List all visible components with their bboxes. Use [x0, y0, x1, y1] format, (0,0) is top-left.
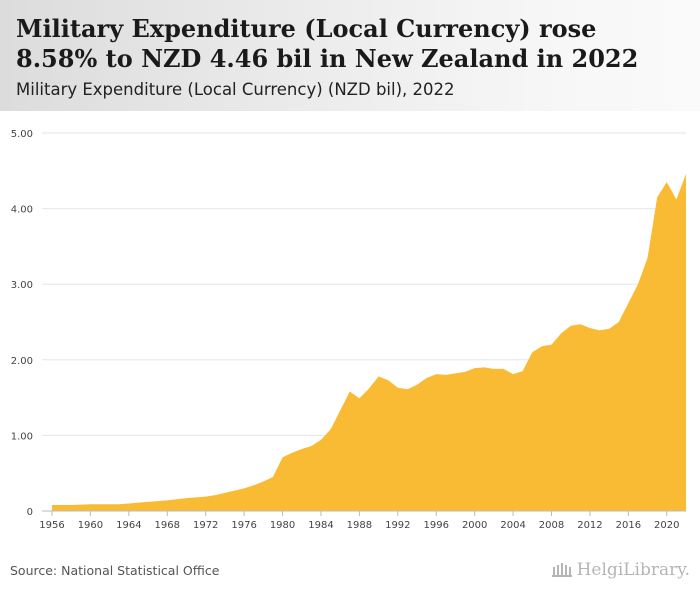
x-tick-label: 1968 [155, 520, 180, 531]
y-tick-label: 2.00 [11, 356, 33, 367]
page-title: Military Expenditure (Local Currency) ro… [16, 14, 639, 73]
x-tick-label: 2000 [462, 520, 487, 531]
y-tick-label: 0 [27, 507, 33, 518]
area-series [51, 173, 687, 511]
area-fill [52, 173, 686, 511]
x-tick-label: 1984 [308, 520, 333, 531]
helgilibrary-logo[interactable]: HelgiLibrary. [551, 560, 690, 580]
x-tick-label: 1956 [39, 520, 64, 531]
x-tick-label: 1980 [270, 520, 295, 531]
x-tick-label: 1960 [78, 520, 103, 531]
y-tick-label: 3.00 [11, 280, 33, 291]
chart-subtitle: Military Expenditure (Local Currency) (N… [16, 80, 455, 99]
x-tick-label: 1988 [347, 520, 372, 531]
x-tick-label: 2012 [577, 520, 602, 531]
header-banner: Military Expenditure (Local Currency) ro… [0, 0, 700, 111]
x-tick-label: 1976 [231, 520, 256, 531]
x-tick-label: 1996 [424, 520, 449, 531]
x-tick-label: 1964 [116, 520, 141, 531]
source-note: Source: National Statistical Office [10, 563, 220, 578]
y-tick-label: 4.00 [11, 205, 33, 216]
x-tick-label: 1992 [385, 520, 410, 531]
x-tick-label: 2008 [539, 520, 564, 531]
axes: 0 1.00 2.00 3.00 4.00 5.00 1956 1960 1964 1968 197… [11, 129, 686, 531]
library-building-icon [551, 563, 572, 577]
area-chart: 0 1.00 2.00 3.00 4.00 5.00 1956 1960 1964 1968 197… [11, 129, 687, 531]
x-tick-label: 2004 [500, 520, 525, 531]
y-tick-label: 1.00 [11, 431, 33, 442]
brand-name: HelgiLibrary. [576, 560, 690, 580]
x-tick-label: 2016 [616, 520, 641, 531]
y-tick-label: 5.00 [11, 129, 33, 140]
x-tick-label: 2020 [654, 520, 679, 531]
x-tick-label: 1972 [193, 520, 218, 531]
